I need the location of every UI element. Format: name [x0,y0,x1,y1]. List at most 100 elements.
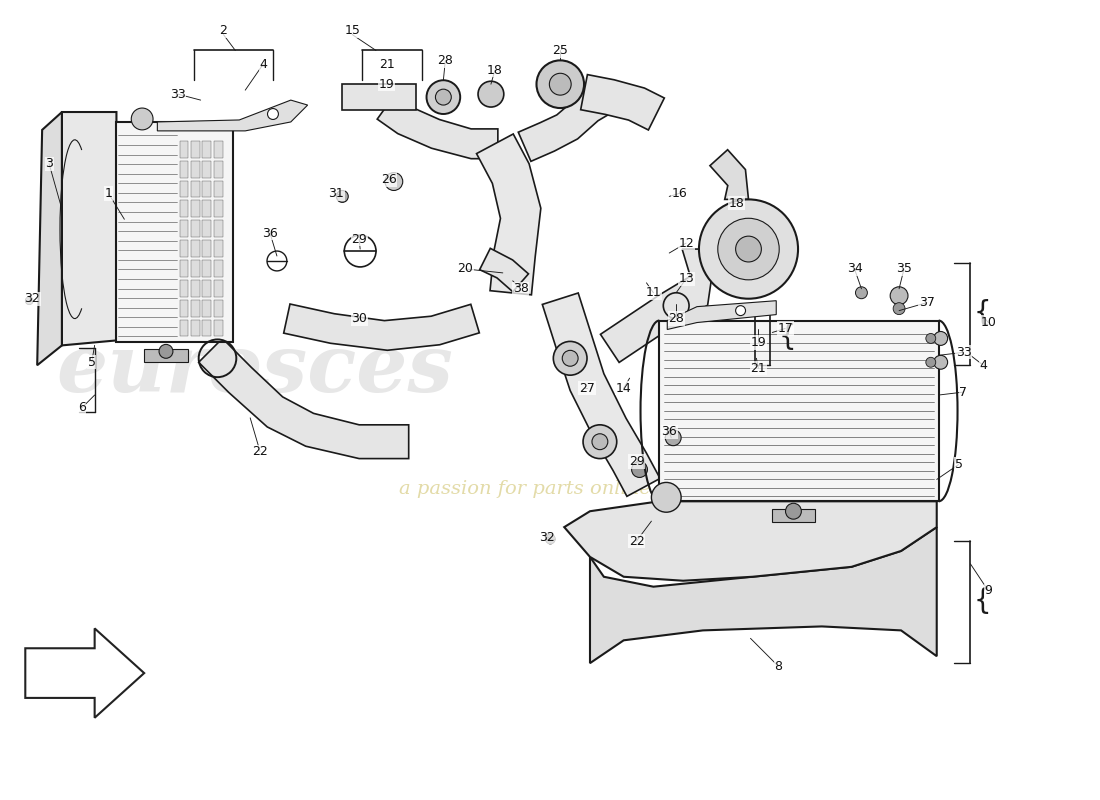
Text: 29: 29 [629,455,645,468]
Text: 4: 4 [979,358,987,372]
Polygon shape [668,301,777,330]
Text: 36: 36 [661,426,678,438]
Circle shape [926,358,936,367]
Bar [202,260,211,277]
Polygon shape [284,304,480,350]
Text: 19: 19 [379,78,395,90]
Bar [213,260,222,277]
Text: 22: 22 [629,534,645,547]
Bar [191,280,200,297]
Bar [202,200,211,218]
Polygon shape [157,100,308,131]
Polygon shape [480,248,528,292]
Text: 7: 7 [959,386,968,398]
Bar [213,181,222,198]
Circle shape [553,342,587,375]
Text: 12: 12 [679,237,694,250]
Text: 5: 5 [955,458,962,471]
Bar [191,200,200,218]
Circle shape [736,236,761,262]
Circle shape [666,430,681,446]
Bar [202,240,211,257]
Circle shape [856,286,868,298]
Text: 25: 25 [552,44,569,57]
Bar [213,240,222,257]
Bar [179,200,188,218]
Text: 36: 36 [262,226,278,240]
Text: 13: 13 [679,272,694,286]
Circle shape [267,109,278,119]
Circle shape [549,74,571,95]
Circle shape [25,297,33,305]
Circle shape [934,331,947,346]
Bar [213,300,222,317]
Bar [144,350,188,362]
Bar [213,280,222,297]
Bar [659,321,938,502]
Circle shape [131,108,153,130]
Bar [213,220,222,237]
Text: 35: 35 [896,262,912,275]
Bar [191,260,200,277]
Polygon shape [37,112,62,366]
Circle shape [893,302,905,314]
Text: 33: 33 [956,346,971,359]
Polygon shape [564,502,937,581]
Bar [179,260,188,277]
Bar [179,141,188,158]
Circle shape [698,199,798,298]
Bar [179,280,188,297]
Bar [179,181,188,198]
Text: 33: 33 [170,88,186,101]
Bar [771,510,815,522]
Text: 14: 14 [616,382,631,394]
Circle shape [926,334,936,343]
Text: 26: 26 [381,173,397,186]
Polygon shape [377,95,498,158]
Polygon shape [542,293,660,496]
Bar [202,161,211,178]
Text: 28: 28 [668,312,684,325]
Circle shape [337,190,349,202]
Circle shape [785,503,802,519]
Text: {: { [778,323,795,351]
Text: 34: 34 [847,262,862,275]
Bar [117,122,233,342]
Text: 18: 18 [728,197,745,210]
Text: 5: 5 [88,356,96,369]
Polygon shape [581,74,664,130]
Bar [191,181,200,198]
Text: 15: 15 [344,24,360,37]
Text: 38: 38 [513,282,529,295]
Circle shape [718,218,779,280]
Text: 30: 30 [351,312,367,325]
Polygon shape [590,527,937,663]
Circle shape [537,60,584,108]
Polygon shape [710,150,748,199]
Circle shape [934,355,947,370]
Bar [213,141,222,158]
Bar [179,319,188,337]
Bar [191,161,200,178]
Polygon shape [199,338,409,458]
Polygon shape [62,112,117,346]
Text: 37: 37 [918,296,935,309]
Circle shape [478,82,504,107]
Bar [202,319,211,337]
Text: 1: 1 [104,187,112,200]
Bar [191,240,200,257]
Bar [179,240,188,257]
Text: a passion for parts online 1985: a passion for parts online 1985 [398,480,706,498]
Text: 22: 22 [252,445,268,458]
Circle shape [385,173,403,190]
Bar [202,141,211,158]
Text: {: { [974,298,991,326]
Bar [191,220,200,237]
Text: 27: 27 [579,382,595,394]
Bar [202,280,211,297]
Text: 11: 11 [646,286,661,299]
Text: 9: 9 [984,584,992,597]
Circle shape [562,350,579,366]
Text: 31: 31 [329,187,344,200]
Text: 28: 28 [438,54,453,67]
